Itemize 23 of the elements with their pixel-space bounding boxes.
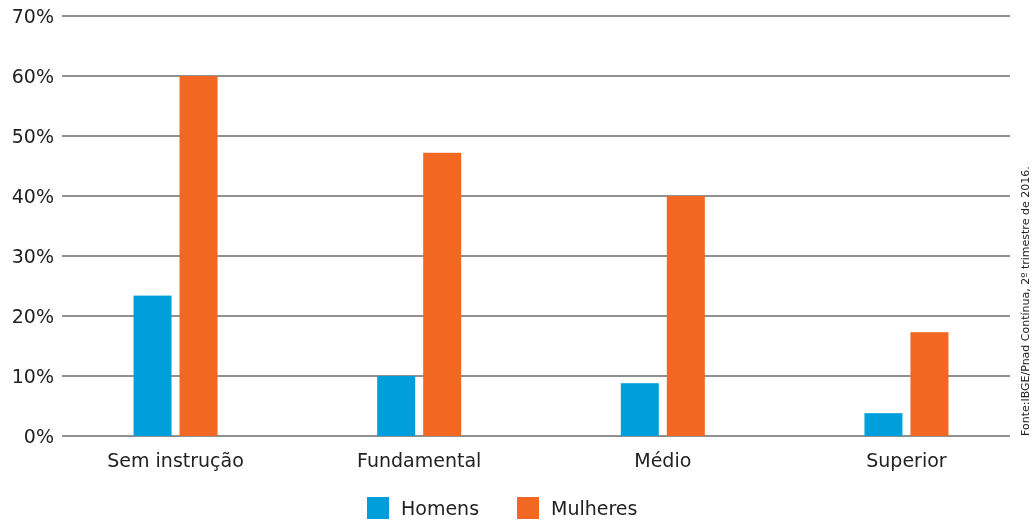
x-tick-label: Sem instrução [107,449,244,471]
y-tick-label: 10% [11,364,54,387]
legend-label: Homens [401,496,480,519]
y-tick-label: 0% [23,424,54,447]
y-tick-label: 20% [11,304,54,327]
bar [864,413,903,436]
bar [179,76,218,436]
x-tick-label: Fundamental [357,449,482,471]
bar [423,152,462,436]
x-tick-label: Superior [866,449,947,471]
bar [133,295,172,436]
bar [620,383,659,436]
source-note: Fonte:IBGE/Pnad Contínua, 2º trimestre de 2016. [1019,166,1032,436]
x-tick-label: Médio [634,449,692,471]
y-tick-label: 50% [11,124,54,147]
bar [910,332,949,436]
legend-label: Mulheres [551,496,638,519]
bar [666,196,705,436]
bar [377,376,416,436]
y-tick-label: 30% [11,244,54,267]
y-tick-label: 60% [11,64,54,87]
y-tick-label: 70% [11,4,54,27]
y-tick-label: 40% [11,184,54,207]
